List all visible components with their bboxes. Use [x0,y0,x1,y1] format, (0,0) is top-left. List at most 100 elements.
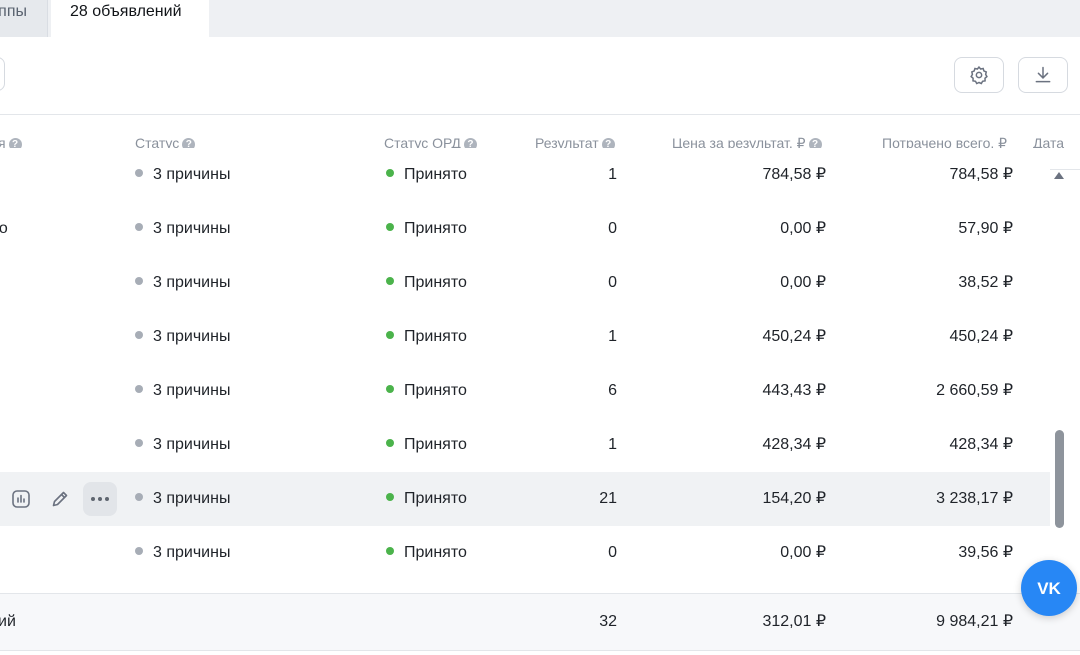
header-price-label: Цена за результат, ₽ [672,135,806,151]
ord-status-dot [386,331,394,339]
table-row[interactable]: 3 причины Принято 6 443,43 ₽ 2 660,59 ₽ [0,364,1050,419]
scroll-up-arrow-icon[interactable] [1054,172,1064,179]
ord-status-dot [386,223,394,231]
tab-ads[interactable]: 28 объявлений [51,0,209,37]
table-row[interactable]: 3 причины Принято 1 450,24 ₽ 450,24 ₽ [0,310,1050,365]
row-result: 0 [608,220,617,237]
row-price: 784,58 ₽ [762,166,826,183]
header-spent-label: Потрачено всего, ₽ [882,135,1008,151]
ord-status-dot [386,547,394,555]
header-spent-total[interactable]: Потрачено всего, ₽ [882,115,1007,169]
search-input-edge[interactable] [0,57,5,91]
row-status-text[interactable]: 3 причины [153,328,231,345]
svg-text:VK: VK [1037,579,1061,598]
row-ord-status: Принято [386,148,467,202]
row-ord-text: Принято [404,166,467,183]
row-ord-status: Принято [386,526,467,580]
help-icon[interactable]: ? [808,138,822,151]
row-name[interactable]: ео [0,220,8,237]
status-dot [135,385,143,393]
header-date[interactable]: Дата [1033,115,1064,169]
row-status: 3 причины [135,472,230,526]
edit-pencil-icon [52,491,68,507]
table-row[interactable]: 3 причины Принято 0 0,00 ₽ 39,56 ₽ [0,526,1050,580]
totals-row: ий 32 312,01 ₽ 9 984,21 ₽ [0,593,1080,651]
row-spent: 3 238,17 ₽ [936,490,1013,507]
tab-groups[interactable]: ппы [0,0,48,37]
row-ord-text: Принято [404,274,467,291]
status-dot [135,439,143,447]
row-status-text[interactable]: 3 причины [153,544,231,561]
settings-button[interactable] [954,57,1004,93]
row-price: 154,20 ₽ [762,490,826,507]
row-result: 21 [599,490,617,507]
help-icon[interactable]: ? [8,138,22,151]
table-row[interactable]: ео 3 причины Принято 0 0,00 ₽ 57,90 ₽ [0,202,1050,257]
row-result: 0 [608,544,617,561]
download-button[interactable] [1018,57,1068,93]
row-status-text[interactable]: 3 причины [153,436,231,453]
row-ord-text: Принято [404,328,467,345]
vk-chat-button[interactable]: VK [1021,560,1077,616]
edit-button[interactable] [43,482,77,516]
row-result: 1 [608,436,617,453]
help-icon[interactable]: ? [463,138,477,151]
status-dot [135,169,143,177]
row-status-text[interactable]: 3 причины [153,274,231,291]
header-status-label: Статус [135,135,180,151]
ord-status-dot [386,385,394,393]
row-ord-text: Принято [404,382,467,399]
row-ord-text: Принято [404,220,467,237]
header-ord-status[interactable]: Статус ОРД? [384,115,477,169]
row-result: 0 [608,274,617,291]
row-price: 0,00 ₽ [780,544,826,561]
status-dot [135,223,143,231]
row-spent: 39,56 ₽ [958,544,1013,561]
row-ord-status: Принято [386,202,467,256]
totals-price: 312,01 ₽ [762,613,826,630]
row-status: 3 причины [135,364,230,418]
table-row[interactable]: 3 причины Принято 1 428,34 ₽ 428,34 ₽ [0,418,1050,473]
row-status: 3 причины [135,148,230,202]
status-dot [135,331,143,339]
status-dot [135,493,143,501]
stats-button[interactable] [4,482,38,516]
stats-icon [12,490,30,508]
header-name[interactable]: я? [0,115,22,169]
row-result: 1 [608,166,617,183]
row-price: 0,00 ₽ [780,274,826,291]
tab-groups-label: ппы [0,3,27,20]
status-dot [135,547,143,555]
row-status: 3 причины [135,256,230,310]
download-icon [1035,66,1051,83]
help-icon[interactable]: ? [182,138,196,151]
row-ord-status: Принято [386,418,467,472]
status-dot [135,277,143,285]
header-status[interactable]: Статус? [135,115,196,169]
header-price-per-result[interactable]: Цена за результат, ₽? [672,115,822,169]
row-ord-status: Принято [386,256,467,310]
header-ord-status-label: Статус ОРД [384,135,461,151]
table-row[interactable]: 3 причины Принято 1 784,58 ₽ 784,58 ₽ [0,148,1050,203]
row-status-text[interactable]: 3 причины [153,490,231,507]
table-row[interactable]: 3 причины Принято 0 0,00 ₽ 38,52 ₽ [0,256,1050,311]
table-row[interactable]: 3 причины Принято 21 154,20 ₽ 3 238,17 ₽ [0,472,1050,527]
row-status-text[interactable]: 3 причины [153,166,231,183]
totals-result: 32 [599,613,617,630]
row-status-text[interactable]: 3 причины [153,220,231,237]
row-status-text[interactable]: 3 причины [153,382,231,399]
header-result[interactable]: Результат? [535,115,615,169]
table-frame [0,114,1080,655]
tabs-bar: ппы 28 объявлений [0,0,1080,37]
row-ord-text: Принято [404,490,467,507]
row-ord-status: Принято [386,364,467,418]
row-ord-status: Принято [386,310,467,364]
more-button[interactable] [83,482,117,516]
ord-status-dot [386,277,394,285]
row-status: 3 причины [135,310,230,364]
row-price: 443,43 ₽ [762,382,826,399]
row-actions [0,472,125,526]
scrollbar-thumb[interactable] [1055,430,1064,528]
vk-logo-icon: VK [1037,579,1061,598]
help-icon[interactable]: ? [601,138,615,151]
